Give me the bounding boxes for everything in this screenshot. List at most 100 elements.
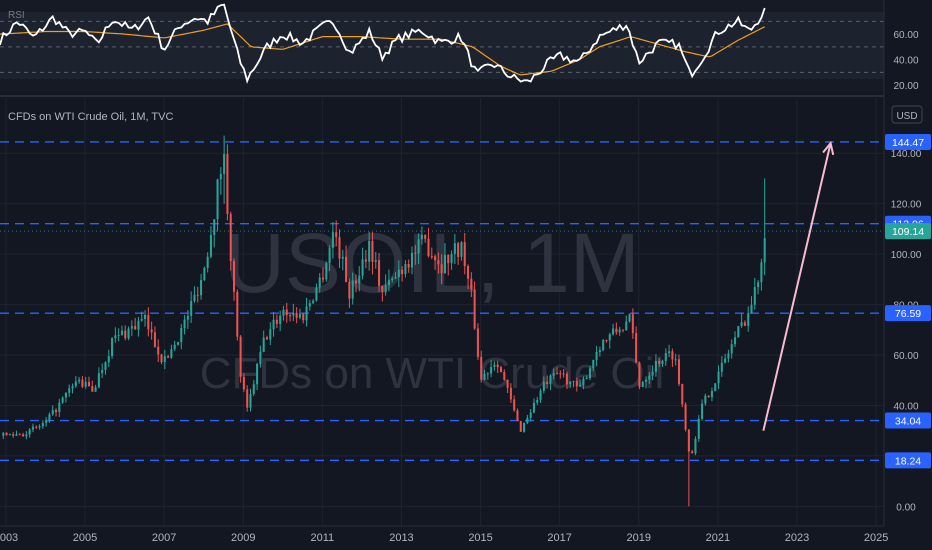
candle-down (743, 322, 746, 326)
candle-down (321, 277, 325, 280)
arrow-shaft[interactable] (762, 142, 832, 431)
candle-up (68, 388, 71, 393)
level-badge-label: 34.04 (895, 416, 921, 428)
candle-down (621, 329, 624, 331)
candle-down (509, 387, 512, 400)
candle-up (25, 434, 28, 437)
candle-down (691, 451, 694, 454)
candle-down (546, 381, 549, 385)
time-tick: 2025 (864, 532, 888, 544)
level-badge (885, 452, 931, 469)
candle-down (302, 314, 305, 321)
horizontal-levels[interactable] (0, 141, 884, 462)
candle-up (532, 402, 535, 413)
candle-up (618, 329, 621, 333)
candle-down (239, 336, 242, 377)
candle-up (608, 334, 611, 341)
candle-up (733, 337, 737, 345)
candle-up (588, 368, 592, 379)
series-legend: CFDs on WTI Crude Oil, 1M, TVC (8, 111, 173, 123)
currency-tag[interactable] (891, 105, 923, 124)
last-price-label: 109.14 (892, 226, 924, 238)
candle-down (91, 386, 94, 392)
candle-up (460, 242, 463, 257)
candle-down (499, 367, 503, 372)
candle-down (519, 421, 522, 432)
candle-up (262, 337, 265, 352)
candle-up (701, 403, 704, 419)
candle-up (368, 240, 371, 262)
candle-up (526, 417, 529, 424)
candle-up (41, 423, 44, 427)
candle-up (720, 362, 723, 372)
candle-down (407, 264, 410, 268)
candle-down (565, 373, 568, 385)
candle-up (661, 360, 664, 364)
candle-up (539, 390, 542, 400)
trend-arrow[interactable] (762, 140, 835, 431)
candle-down (81, 379, 84, 387)
candle-up (163, 356, 166, 363)
candle-up (612, 328, 615, 335)
candle-down (55, 409, 58, 413)
candle-down (506, 379, 509, 388)
candle-up (730, 344, 733, 354)
candle-down (236, 291, 239, 337)
candle-up (78, 379, 81, 382)
candle-up (710, 391, 713, 398)
candle-up (200, 280, 203, 296)
candle-down (440, 264, 443, 273)
level-badge-label: 76.59 (895, 308, 921, 320)
candle-down (12, 434, 15, 436)
price-tick: 0.00 (896, 502, 916, 513)
candle-down (338, 237, 341, 259)
candle-up (223, 153, 226, 174)
candle-up (176, 342, 180, 345)
candle-up (8, 434, 11, 436)
candle-down (153, 332, 156, 347)
candle-up (71, 386, 74, 389)
rsi-line (0, 3, 766, 84)
candle-down (401, 269, 404, 275)
candle-up (183, 319, 186, 328)
candles (2, 135, 766, 507)
grid (0, 98, 884, 526)
candle-up (549, 375, 552, 385)
candle-down (265, 337, 269, 340)
candle-up (180, 327, 183, 343)
level-badge-label: 18.24 (895, 455, 921, 467)
candle-down (289, 315, 292, 317)
candle-up (740, 322, 743, 327)
candle-down (35, 426, 38, 428)
candle-up (569, 381, 572, 385)
candle-up (628, 314, 631, 322)
time-tick: 2009 (231, 532, 255, 544)
candle-up (625, 321, 628, 331)
candle-down (638, 362, 641, 387)
candle-down (470, 278, 473, 290)
candle-up (58, 402, 61, 413)
candle-up (97, 373, 100, 388)
candle-up (130, 325, 133, 329)
candle-up (493, 364, 496, 367)
arrow-head[interactable] (822, 140, 835, 156)
candle-up (641, 382, 644, 387)
candle-down (345, 256, 348, 282)
time-axis[interactable] (0, 526, 932, 550)
candle-up (697, 418, 700, 439)
candle-down (414, 252, 417, 254)
candle-down (437, 260, 440, 265)
price-scale[interactable] (884, 0, 932, 526)
candle-up (536, 399, 539, 403)
level-badge-label: 144.47 (892, 137, 924, 149)
candle-up (757, 282, 760, 288)
candle-up (361, 259, 364, 276)
candle-up (51, 409, 54, 415)
candle-up (443, 254, 446, 273)
candle-down (687, 429, 690, 452)
candle-up (572, 380, 575, 382)
candle-up (259, 351, 262, 364)
candle-down (295, 312, 298, 318)
rsi-tick: 20.00 (893, 81, 918, 92)
